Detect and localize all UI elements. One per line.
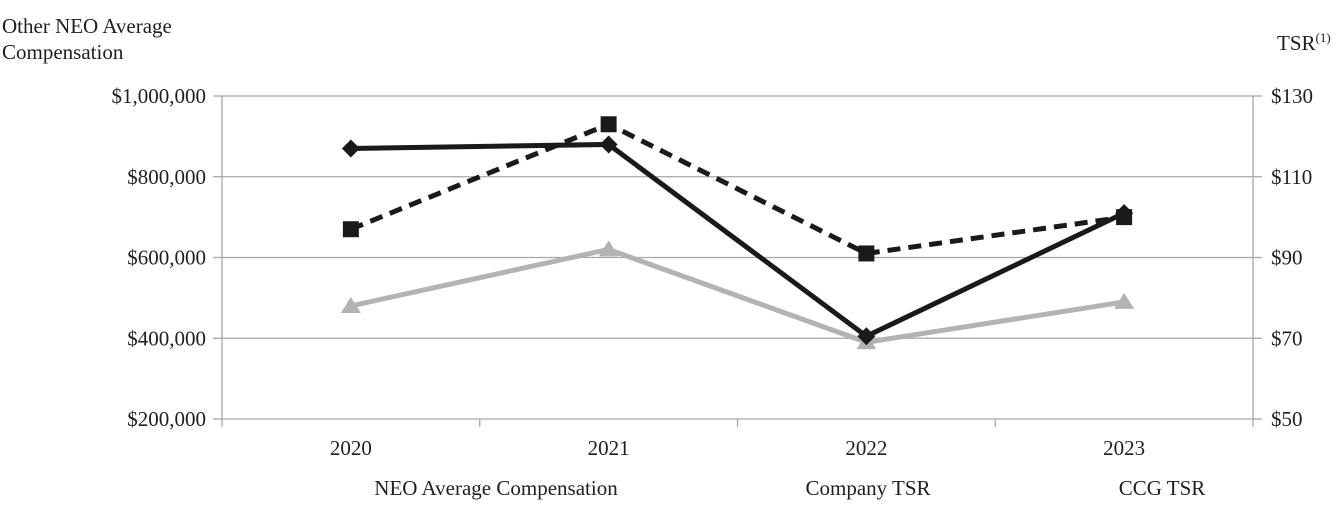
diamond-marker [599, 135, 618, 154]
y-right-tick-label: $70 [1271, 326, 1303, 350]
square-marker [600, 116, 617, 133]
series-line-neo-average-compensation [350, 141, 1126, 340]
x-axis-label: 2022 [845, 436, 887, 460]
y-left-tick-label: $400,000 [127, 326, 206, 350]
triangle-marker [1114, 292, 1135, 309]
right-axis-title-footnote: (1) [1315, 30, 1331, 45]
y-left-tick-label: $1,000,000 [112, 84, 207, 108]
right-axis-title-text: TSR [1277, 31, 1316, 55]
y-left-tick-label: $600,000 [127, 246, 206, 270]
left-axis-title-line1: Other NEO Average [2, 14, 172, 38]
y-right-tick-label: $50 [1271, 407, 1303, 431]
square-marker [342, 221, 359, 238]
x-axis-label: 2023 [1103, 436, 1145, 460]
x-axis-label: 2020 [330, 436, 372, 460]
left-axis-title-line2: Compensation [2, 40, 124, 64]
y-right-tick-label: $90 [1271, 246, 1303, 270]
y-left-tick-label: $800,000 [127, 165, 206, 189]
triangle-marker [598, 240, 619, 257]
y-left-tick-label: $200,000 [127, 407, 206, 431]
right-axis-title: TSR(1) [1277, 30, 1331, 56]
x-axis-label: 2021 [588, 436, 630, 460]
diamond-marker [1115, 204, 1134, 223]
legend-item-neo-average-compensation: NEO Average Compensation [374, 476, 618, 500]
y-right-tick-label: $130 [1271, 84, 1313, 108]
series-line-company-tsr [349, 121, 1125, 257]
square-marker [858, 245, 875, 262]
legend-item-ccg-tsr: CCG TSR [1118, 476, 1206, 500]
series-line-ccg-tsr [350, 246, 1125, 345]
y-right-tick-label: $110 [1271, 165, 1312, 189]
triangle-marker [340, 296, 361, 313]
diamond-marker [341, 139, 360, 158]
legend-item-company-tsr: Company TSR [805, 476, 931, 500]
diamond-marker [857, 327, 876, 346]
left-axis-title: Other NEO Average Compensation [2, 13, 172, 65]
